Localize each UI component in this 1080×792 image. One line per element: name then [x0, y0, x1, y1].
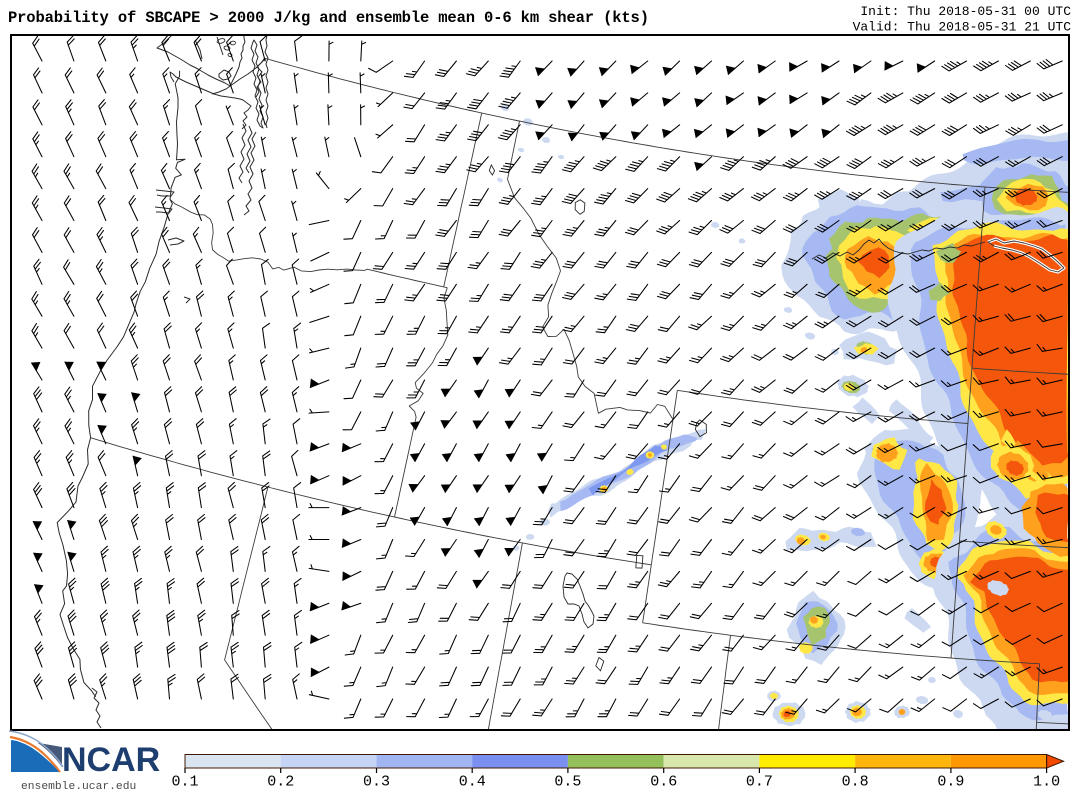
svg-text:Probability of SBCAPE > 2000 J: Probability of SBCAPE > 2000 J/kg and en…: [8, 9, 649, 27]
svg-text:0.9: 0.9: [937, 774, 964, 791]
svg-text:0.5: 0.5: [554, 774, 581, 791]
svg-text:0.4: 0.4: [459, 774, 486, 791]
svg-text:0.8: 0.8: [842, 774, 869, 791]
svg-text:Init: Thu 2018-05-31 00 UTC: Init: Thu 2018-05-31 00 UTC: [860, 4, 1071, 19]
svg-text:NCAR: NCAR: [62, 741, 160, 779]
svg-text:0.7: 0.7: [746, 774, 773, 791]
svg-text:Valid: Thu 2018-05-31 21 UTC: Valid: Thu 2018-05-31 21 UTC: [853, 20, 1072, 35]
svg-text:0.6: 0.6: [650, 774, 677, 791]
svg-text:0.2: 0.2: [267, 774, 294, 791]
svg-text:ensemble.ucar.edu: ensemble.ucar.edu: [21, 781, 136, 792]
svg-text:1.0: 1.0: [1033, 774, 1060, 791]
svg-text:0.1: 0.1: [171, 774, 198, 791]
svg-text:0.3: 0.3: [363, 774, 390, 791]
